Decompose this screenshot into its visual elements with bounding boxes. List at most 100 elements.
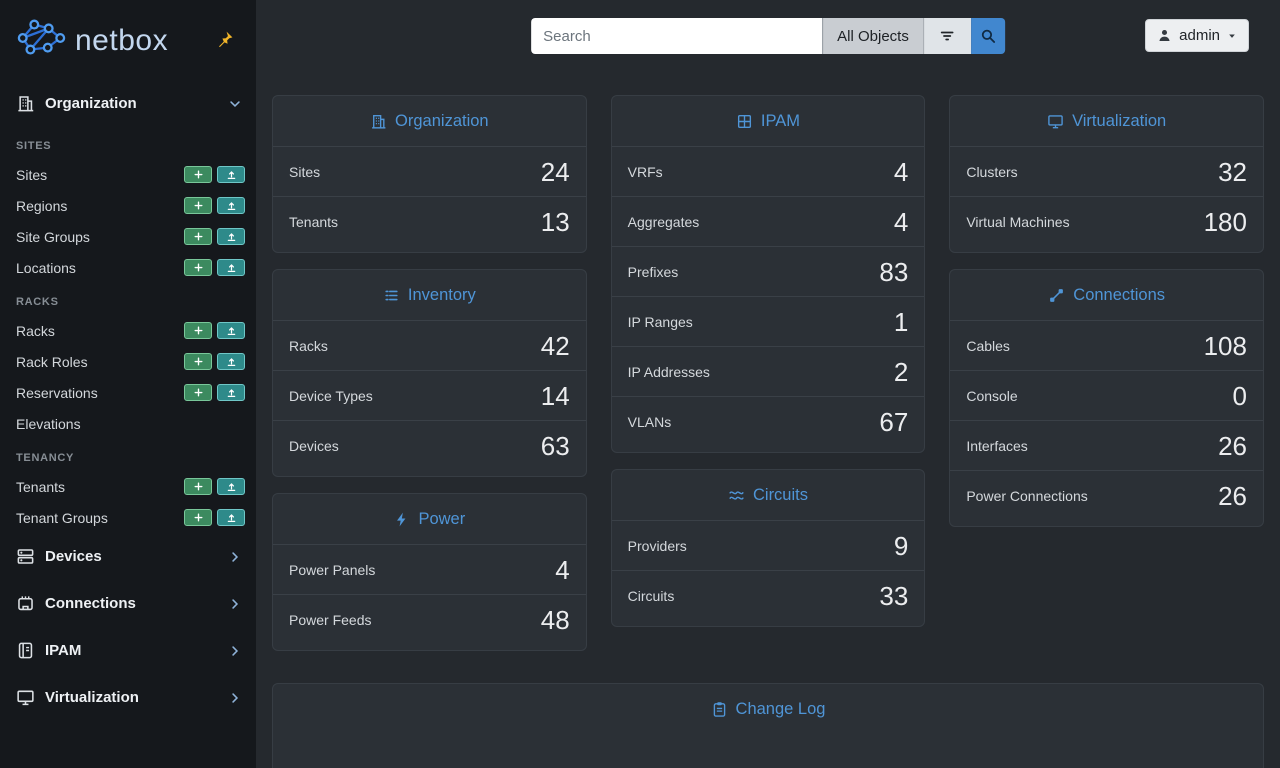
- nav-section-ipam: IPAM: [0, 627, 256, 674]
- search-scope-button[interactable]: All Objects: [822, 18, 923, 54]
- stat-label: Racks: [289, 337, 328, 354]
- plus-icon: [193, 512, 204, 523]
- stat-value[interactable]: 4: [893, 156, 909, 187]
- add-locations-button[interactable]: [184, 259, 212, 276]
- stat-value[interactable]: 33: [879, 580, 909, 611]
- import-site-groups-button[interactable]: [217, 228, 245, 245]
- add-racks-button[interactable]: [184, 322, 212, 339]
- sidebar-item-elevations[interactable]: Elevations: [0, 408, 256, 439]
- sidebar-section-virtualization[interactable]: Virtualization: [0, 674, 256, 721]
- stat-value[interactable]: 24: [540, 156, 570, 187]
- sidebar-item-label: Reservations: [16, 384, 98, 401]
- import-sites-button[interactable]: [217, 166, 245, 183]
- sidebar-item-locations[interactable]: Locations: [0, 252, 256, 283]
- card-title-label: Change Log: [735, 700, 826, 718]
- stat-value[interactable]: 2: [893, 356, 909, 387]
- search-button[interactable]: [970, 18, 1005, 54]
- add-rack-roles-button[interactable]: [184, 353, 212, 370]
- add-sites-button[interactable]: [184, 166, 212, 183]
- user-menu-button[interactable]: admin: [1145, 19, 1249, 52]
- stat-value[interactable]: 63: [540, 430, 570, 461]
- sidebar-item-regions[interactable]: Regions: [0, 190, 256, 221]
- add-tenants-button[interactable]: [184, 478, 212, 495]
- stat-value[interactable]: 26: [1218, 480, 1247, 511]
- stat-value[interactable]: 4: [893, 206, 909, 237]
- sidebar-section-connections[interactable]: Connections: [0, 580, 256, 627]
- stat-label: Interfaces: [966, 437, 1028, 454]
- stat-value[interactable]: 42: [540, 330, 570, 361]
- person-icon: [1157, 28, 1172, 43]
- add-tenant-groups-button[interactable]: [184, 509, 212, 526]
- import-rack-roles-button[interactable]: [217, 353, 245, 370]
- stat-value[interactable]: 13: [540, 206, 570, 237]
- stat-value[interactable]: 26: [1218, 430, 1247, 461]
- sidebar-item-tenants[interactable]: Tenants: [0, 471, 256, 502]
- import-locations-button[interactable]: [217, 259, 245, 276]
- card-title-change-log[interactable]: Change Log: [273, 684, 1263, 734]
- stat-row-interfaces: Interfaces 26: [950, 420, 1263, 470]
- add-site-groups-button[interactable]: [184, 228, 212, 245]
- stat-row-power-panels: Power Panels 4: [273, 544, 586, 594]
- plus-icon: [193, 481, 204, 492]
- stat-label: VRFs: [627, 163, 663, 180]
- chevron-right-icon: [228, 644, 242, 658]
- card-title-connections[interactable]: Connections: [950, 270, 1263, 320]
- sidebar-item-tenant-groups[interactable]: Tenant Groups: [0, 502, 256, 533]
- search-icon: [980, 28, 996, 44]
- sidebar-section-ipam[interactable]: IPAM: [0, 627, 256, 674]
- stat-value[interactable]: 0: [1232, 380, 1247, 411]
- stat-label: Devices: [289, 437, 339, 454]
- nav-section-virtualization: Virtualization: [0, 674, 256, 721]
- pin-sidebar-icon[interactable]: [216, 30, 234, 48]
- item-actions: [184, 384, 245, 401]
- card-title-power[interactable]: Power: [273, 494, 586, 544]
- stat-label: Prefixes: [627, 263, 679, 280]
- sidebar-item-reservations[interactable]: Reservations: [0, 377, 256, 408]
- card-title-virtualization[interactable]: Virtualization: [950, 96, 1263, 146]
- import-racks-button[interactable]: [217, 322, 245, 339]
- search-input[interactable]: [531, 18, 823, 54]
- cable-icon: [1048, 287, 1065, 304]
- import-regions-button[interactable]: [217, 197, 245, 214]
- stat-label: Power Panels: [289, 561, 376, 578]
- filter-button[interactable]: [922, 18, 971, 54]
- grid-icon: [736, 113, 753, 130]
- sidebar-item-racks[interactable]: Racks: [0, 315, 256, 346]
- sidebar-item-sites[interactable]: Sites: [0, 159, 256, 190]
- stat-row-power-connections: Power Connections 26: [950, 470, 1263, 520]
- add-reservations-button[interactable]: [184, 384, 212, 401]
- card-title-ipam[interactable]: IPAM: [612, 96, 925, 146]
- import-tenants-button[interactable]: [217, 478, 245, 495]
- nav-section-connections: Connections: [0, 580, 256, 627]
- card-title-inventory[interactable]: Inventory: [273, 270, 586, 320]
- stat-value[interactable]: 48: [540, 604, 570, 635]
- stat-value[interactable]: 14: [540, 380, 570, 411]
- sidebar-section-organization[interactable]: Organization: [0, 80, 256, 127]
- stat-label: Cables: [966, 337, 1010, 354]
- card-title-label: Circuits: [752, 486, 808, 504]
- stat-value[interactable]: 180: [1203, 206, 1247, 237]
- import-reservations-button[interactable]: [217, 384, 245, 401]
- ipam-icon: [16, 641, 35, 660]
- stat-value[interactable]: 32: [1218, 156, 1247, 187]
- sidebar-section-devices[interactable]: Devices: [0, 533, 256, 580]
- stat-value[interactable]: 9: [893, 530, 909, 561]
- item-actions: [184, 322, 245, 339]
- add-regions-button[interactable]: [184, 197, 212, 214]
- stat-label: Console: [966, 387, 1018, 404]
- nav-group-racks: RACKS Racks Rack Roles Reservations Elevatio…: [0, 283, 256, 439]
- card-organization: Organization Sites 24 Tenants 13: [272, 95, 587, 253]
- card-title-organization[interactable]: Organization: [273, 96, 586, 146]
- stat-value[interactable]: 67: [879, 406, 909, 437]
- netbox-logo-link[interactable]: netbox: [16, 17, 168, 64]
- card-title-circuits[interactable]: Circuits: [612, 470, 925, 520]
- card-title-label: Power: [418, 510, 466, 528]
- import-tenant-groups-button[interactable]: [217, 509, 245, 526]
- stat-value[interactable]: 108: [1203, 330, 1247, 361]
- sidebar-item-site-groups[interactable]: Site Groups: [0, 221, 256, 252]
- sidebar-item-rack-roles[interactable]: Rack Roles: [0, 346, 256, 377]
- stat-value[interactable]: 83: [879, 256, 909, 287]
- stat-value[interactable]: 1: [893, 306, 909, 337]
- stat-label: IP Ranges: [627, 313, 693, 330]
- stat-value[interactable]: 4: [555, 554, 570, 585]
